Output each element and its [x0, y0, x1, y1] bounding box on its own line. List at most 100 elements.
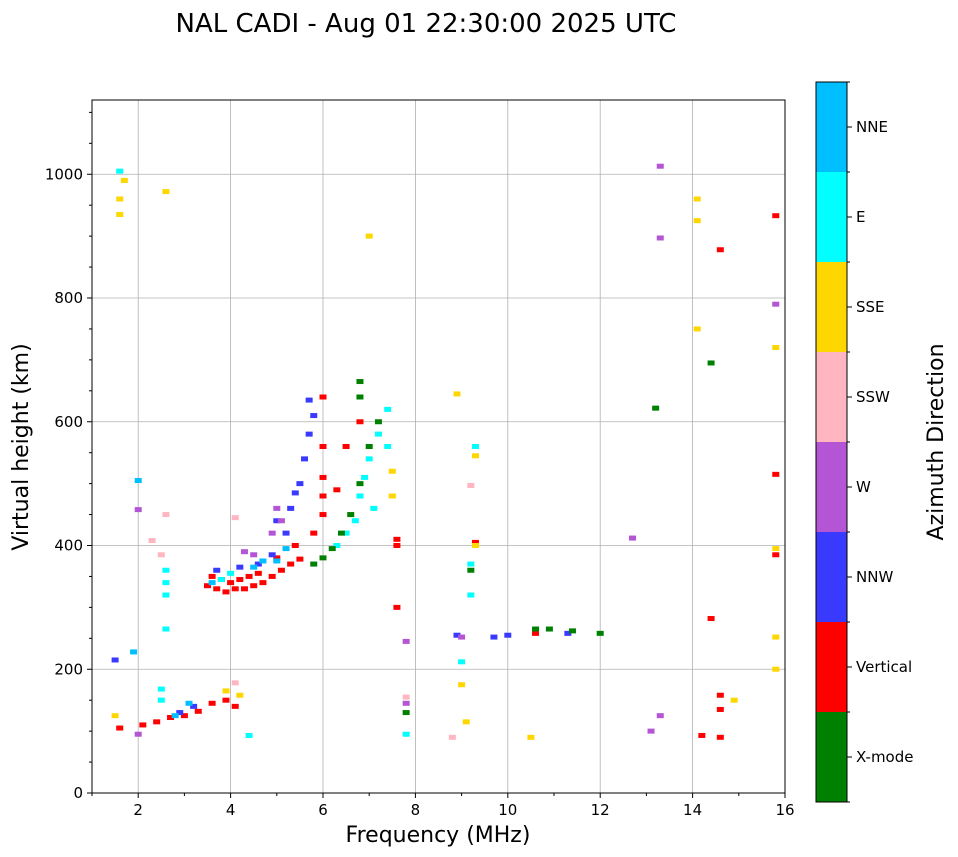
echo-point-x-mode: [347, 512, 355, 518]
echo-point-ssw: [467, 482, 475, 488]
plot-frame: [91, 99, 786, 794]
echo-point-vertical: [319, 394, 327, 400]
colorbar-tick-label: SSW: [856, 388, 890, 406]
echo-point-nnw: [504, 632, 512, 638]
echo-point-sse: [365, 233, 373, 239]
echo-point-e: [162, 592, 170, 598]
y-axis-ticks: 0 200 400 600 800 1000: [45, 111, 92, 802]
echo-point-w: [273, 505, 281, 511]
echo-point-vertical: [716, 706, 724, 712]
x-tick-label: 12: [591, 801, 610, 819]
echo-point-e: [217, 577, 225, 583]
x-axis-ticks: 2 4 6 8 10 12 14 16: [91, 793, 795, 819]
echo-point-vertical: [698, 732, 706, 738]
echo-point-x-mode: [356, 481, 364, 487]
echo-point-ssw: [231, 515, 239, 521]
echo-point-x-mode: [707, 360, 715, 366]
echo-point-nnw: [190, 703, 198, 709]
colorbar-segment-nne: [816, 82, 847, 172]
echo-point-sse: [222, 688, 230, 694]
echo-point-nnw: [310, 413, 318, 419]
echo-point-vertical: [716, 247, 724, 253]
echo-point-w: [656, 235, 664, 241]
x-tick-label: 6: [318, 801, 328, 819]
colorbar-tick-label: E: [856, 208, 865, 226]
echo-point-sse: [453, 391, 461, 397]
x-tick-label: 10: [498, 801, 517, 819]
echo-point-vertical: [707, 616, 715, 622]
echo-point-vertical: [116, 725, 124, 731]
echo-point-nnw: [291, 490, 299, 496]
colorbar-tick-label: X-mode: [856, 748, 913, 766]
echo-point-ssw: [162, 512, 170, 518]
echo-point-x-mode: [337, 530, 345, 536]
echo-point-vertical: [772, 552, 780, 558]
echo-point-vertical: [319, 474, 327, 480]
echo-point-e: [245, 732, 253, 738]
echo-point-vertical: [393, 604, 401, 610]
echo-point-sse: [162, 189, 170, 195]
colorbar-tick-label: Vertical: [856, 658, 912, 676]
echo-point-vertical: [393, 543, 401, 548]
y-tick-label: 1000: [45, 165, 83, 183]
echo-point-w: [268, 530, 276, 536]
echo-point-sse: [116, 211, 124, 217]
colorbar-tick-label: W: [856, 478, 871, 496]
echo-point-vertical: [167, 715, 175, 721]
echo-point-e: [351, 518, 359, 524]
echo-point-x-mode: [596, 630, 604, 636]
echo-point-nne: [185, 700, 193, 706]
echo-point-nne: [250, 564, 258, 570]
echo-point-vertical: [259, 580, 267, 586]
echo-point-e: [384, 406, 392, 412]
echo-point-w: [656, 713, 664, 719]
echo-point-sse: [236, 692, 244, 698]
echo-point-nnw: [287, 505, 295, 511]
echo-point-sse: [388, 468, 396, 474]
x-tick-label: 16: [775, 801, 794, 819]
echo-point-vertical: [393, 536, 401, 542]
x-tick-label: 4: [226, 801, 236, 819]
echo-point-e: [458, 659, 466, 665]
echo-point-nne: [208, 580, 216, 586]
colorbar-segment-nnw: [816, 532, 847, 622]
echo-point-nne: [282, 546, 290, 552]
echo-point-sse: [693, 326, 701, 332]
colorbar-tick-label: SSE: [856, 298, 885, 316]
x-axis-label: Frequency (MHz): [346, 823, 531, 848]
echo-point-vertical: [319, 444, 327, 449]
echo-point-w: [656, 163, 664, 169]
echo-point-nnw: [305, 397, 313, 403]
echo-point-sse: [772, 666, 780, 672]
echo-point-nnw: [213, 567, 221, 573]
echo-point-x-mode: [365, 444, 373, 449]
y-tick-label: 0: [73, 784, 83, 802]
colorbar-tick-label: NNE: [856, 118, 888, 136]
echo-point-e: [162, 626, 170, 632]
echo-point-x-mode: [532, 626, 540, 632]
echo-point-vertical: [268, 573, 276, 579]
y-tick-label: 200: [54, 660, 83, 678]
echo-point-nnw: [176, 710, 184, 716]
echo-point-nnw: [453, 632, 461, 638]
echo-point-x-mode: [319, 555, 327, 561]
colorbar-segment-x-mode: [816, 712, 847, 802]
echo-point-sse: [772, 345, 780, 350]
echo-point-sse: [730, 697, 738, 703]
echo-point-e: [471, 444, 479, 449]
echo-point-w: [458, 634, 466, 640]
echo-point-x-mode: [328, 546, 336, 552]
echo-point-nnw: [564, 630, 572, 636]
echo-point-w: [250, 552, 258, 558]
echo-point-vertical: [245, 573, 253, 579]
echo-point-sse: [388, 493, 396, 499]
echo-point-w: [402, 638, 410, 644]
colorbar-segment-ssw: [816, 352, 847, 442]
echo-point-e: [342, 530, 350, 536]
echo-point-sse: [116, 196, 124, 202]
echo-point-x-mode: [467, 567, 475, 573]
echo-point-w: [402, 700, 410, 706]
echo-point-vertical: [277, 567, 285, 573]
echo-point-vertical: [296, 556, 304, 562]
echo-point-vertical: [291, 543, 299, 548]
